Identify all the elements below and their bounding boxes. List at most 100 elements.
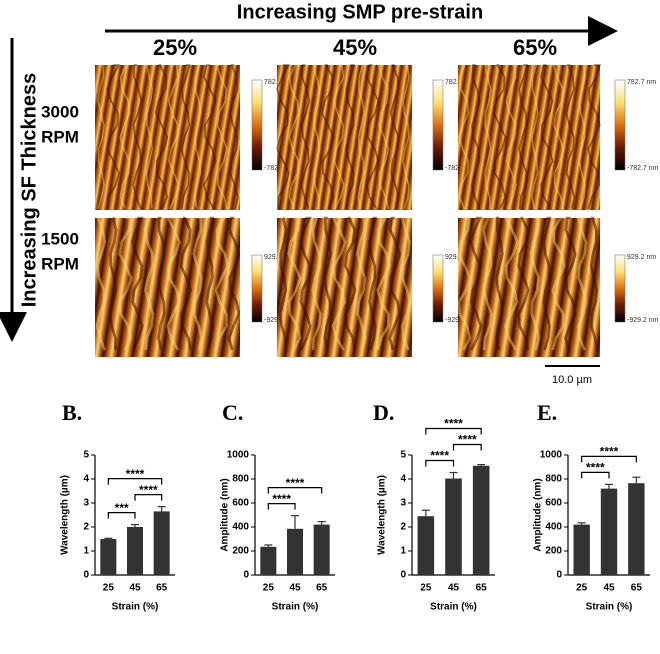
x-tick-label: 45	[289, 583, 301, 594]
x-tick-label: 45	[129, 583, 141, 594]
afm-texture	[492, 64, 507, 210]
afm-texture	[578, 64, 586, 210]
column-label: 45%	[333, 35, 377, 60]
y-tick-label: 0	[556, 570, 562, 581]
x-axis-label: Strain (%)	[586, 602, 633, 613]
afm-texture	[227, 216, 241, 351]
y-tick-label: 5	[400, 450, 406, 461]
colorbar	[432, 79, 444, 171]
afm-texture	[154, 64, 169, 210]
afm-texture	[106, 64, 121, 210]
afm-image	[458, 218, 600, 357]
y-tick-label: 1000	[540, 450, 563, 461]
afm-texture	[458, 64, 470, 210]
afm-texture	[365, 64, 380, 210]
significance-label: ****	[272, 492, 291, 506]
afm-texture	[564, 216, 577, 351]
x-axis-label: Strain (%)	[112, 602, 159, 613]
colorbar-min: -929.2 nm	[627, 317, 659, 324]
afm-texture	[542, 216, 552, 351]
afm-texture	[311, 216, 322, 351]
afm-texture	[576, 216, 588, 351]
afm-texture	[540, 64, 554, 210]
afm-texture	[589, 216, 599, 351]
afm-texture	[321, 64, 335, 210]
y-tick-label: 0	[243, 570, 249, 581]
y-tick-label: 400	[232, 522, 249, 533]
y-tick-label: 4	[83, 474, 89, 485]
afm-texture	[214, 216, 230, 351]
row-label: 3000	[41, 102, 79, 121]
afm-texture	[192, 216, 204, 351]
afm-texture	[357, 64, 366, 210]
afm-texture	[205, 216, 215, 351]
significance-bracket	[425, 427, 482, 435]
afm-texture	[400, 216, 412, 351]
y-tick-label: 1000	[227, 450, 250, 461]
y-tick-label: 3	[83, 498, 89, 509]
panel-label: C.	[222, 400, 243, 425]
significance-bracket	[267, 487, 323, 494]
x-tick-label: 65	[316, 583, 328, 594]
colorbar-min: -782.7 nm	[627, 165, 659, 172]
column-label: 25%	[153, 35, 197, 60]
afm-texture	[483, 64, 492, 210]
y-tick-label: 400	[545, 522, 562, 533]
significance-label: ****	[586, 461, 605, 475]
afm-texture	[276, 64, 290, 210]
y-tick-label: 200	[545, 546, 562, 557]
afm-texture	[130, 216, 144, 351]
colorbar	[614, 79, 626, 171]
colorbar-max: 929.2 nm	[627, 254, 656, 261]
afm-texture	[517, 216, 530, 351]
colorbar	[432, 254, 444, 323]
y-tick-label: 1	[83, 546, 89, 557]
afm-texture	[518, 64, 529, 210]
y-tick-label: 3	[400, 498, 406, 509]
x-axis-label: Strain (%)	[430, 602, 477, 613]
y-axis-label: Amplitude (nm)	[533, 478, 544, 551]
afm-image	[95, 218, 240, 357]
row-label: 1500	[41, 229, 79, 248]
afm-texture	[132, 64, 143, 210]
y-tick-label: 800	[545, 474, 562, 485]
colorbar	[251, 254, 263, 323]
significance-label: ***	[115, 501, 129, 515]
afm-texture	[119, 64, 131, 210]
significance-label: ****	[458, 433, 477, 447]
afm-texture	[388, 216, 402, 351]
bar	[445, 478, 462, 575]
row-label: RPM	[41, 127, 79, 146]
afm-texture	[333, 64, 345, 210]
afm-texture	[529, 216, 541, 351]
x-tick-label: 45	[448, 583, 460, 594]
y-tick-label: 600	[232, 498, 249, 509]
afm-image	[277, 65, 412, 210]
bar	[127, 527, 143, 575]
y-tick-label: 2	[400, 522, 406, 533]
afm-texture	[389, 64, 400, 210]
afm-texture	[552, 64, 565, 210]
afm-texture	[457, 216, 472, 351]
y-tick-label: 200	[232, 546, 249, 557]
afm-texture	[551, 216, 566, 351]
afm-texture	[215, 64, 228, 210]
afm-texture	[300, 64, 311, 210]
afm-texture	[108, 216, 118, 351]
afm-texture	[193, 64, 202, 210]
x-tick-label: 25	[420, 583, 432, 594]
significance-bracket	[107, 478, 163, 485]
significance-label: ****	[139, 483, 158, 497]
x-axis-label: Strain (%)	[272, 602, 319, 613]
row-label: RPM	[41, 254, 79, 273]
y-tick-label: 800	[232, 474, 249, 485]
y-axis-label: Wavelength (µm)	[377, 475, 388, 555]
afm-texture	[503, 216, 519, 351]
x-tick-label: 65	[631, 583, 643, 594]
afm-texture	[97, 64, 105, 210]
afm-texture	[180, 64, 191, 210]
afm-texture	[345, 64, 356, 210]
y-tick-label: 4	[400, 474, 406, 485]
bar	[417, 516, 435, 575]
y-tick-label: 0	[83, 570, 89, 581]
